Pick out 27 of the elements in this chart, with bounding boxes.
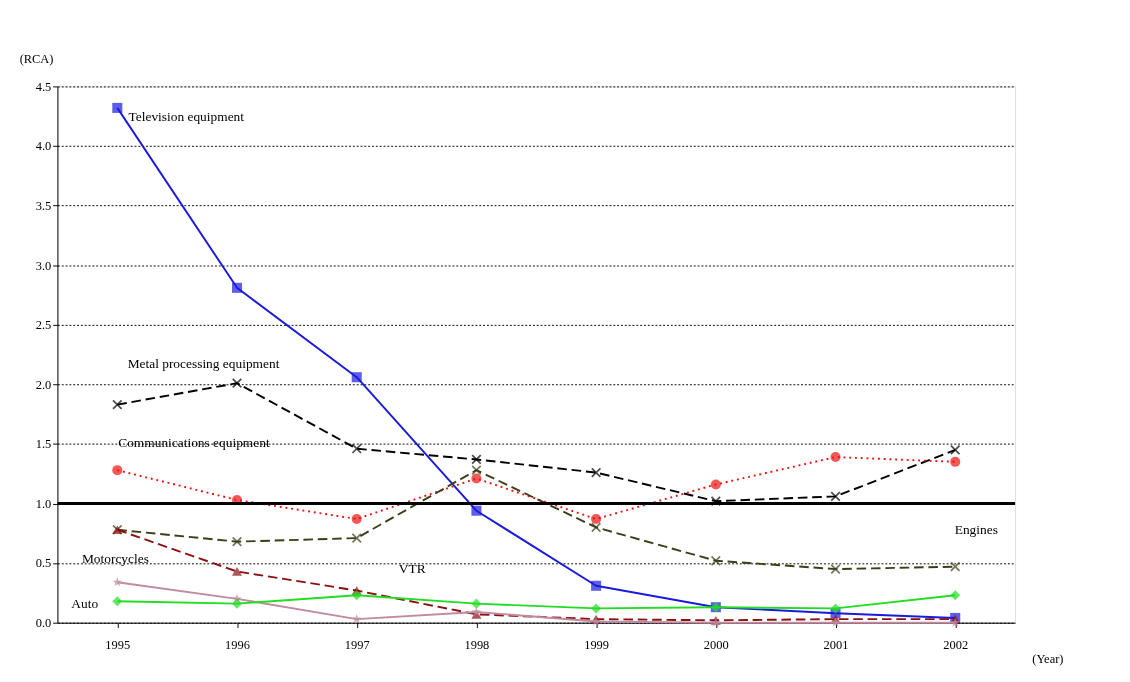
series-label: Metal processing equipment <box>127 356 280 372</box>
x-tick-label: 1997 <box>344 638 370 653</box>
y-tick-label: 3.0 <box>35 258 52 273</box>
x-axis-title: (Year) <box>1032 652 1064 667</box>
series-label: Motorcycles <box>81 551 149 567</box>
y-tick-label: 0.0 <box>35 616 52 631</box>
x-tick-label: 2000 <box>703 638 729 653</box>
y-tick-label: 4.5 <box>35 79 52 94</box>
y-tick-label: 3.5 <box>35 198 52 213</box>
y-tick-label: 1.0 <box>35 496 52 511</box>
x-tick-label: 1996 <box>225 638 250 653</box>
y-tick-label: 2.5 <box>35 318 52 333</box>
y-tick-label: 0.5 <box>35 556 52 571</box>
x-tick-label: 1999 <box>584 638 610 653</box>
y-tick-label: 4.0 <box>35 139 52 154</box>
x-tick-label: 2001 <box>823 638 849 653</box>
series-label: VTR <box>398 561 426 577</box>
x-tick-label: 1995 <box>105 638 131 653</box>
x-tick-label: 1998 <box>464 638 490 653</box>
series-label: Engines <box>954 522 998 538</box>
series-label: Communications equipment <box>118 435 270 451</box>
series-label: Auto <box>71 595 99 611</box>
y-tick-label: 2.0 <box>35 377 52 392</box>
y-tick-label: 1.5 <box>35 437 52 452</box>
y-axis-title: (RCA) <box>19 51 54 66</box>
series-label: Television equipment <box>128 109 245 125</box>
x-tick-label: 2002 <box>943 638 969 653</box>
